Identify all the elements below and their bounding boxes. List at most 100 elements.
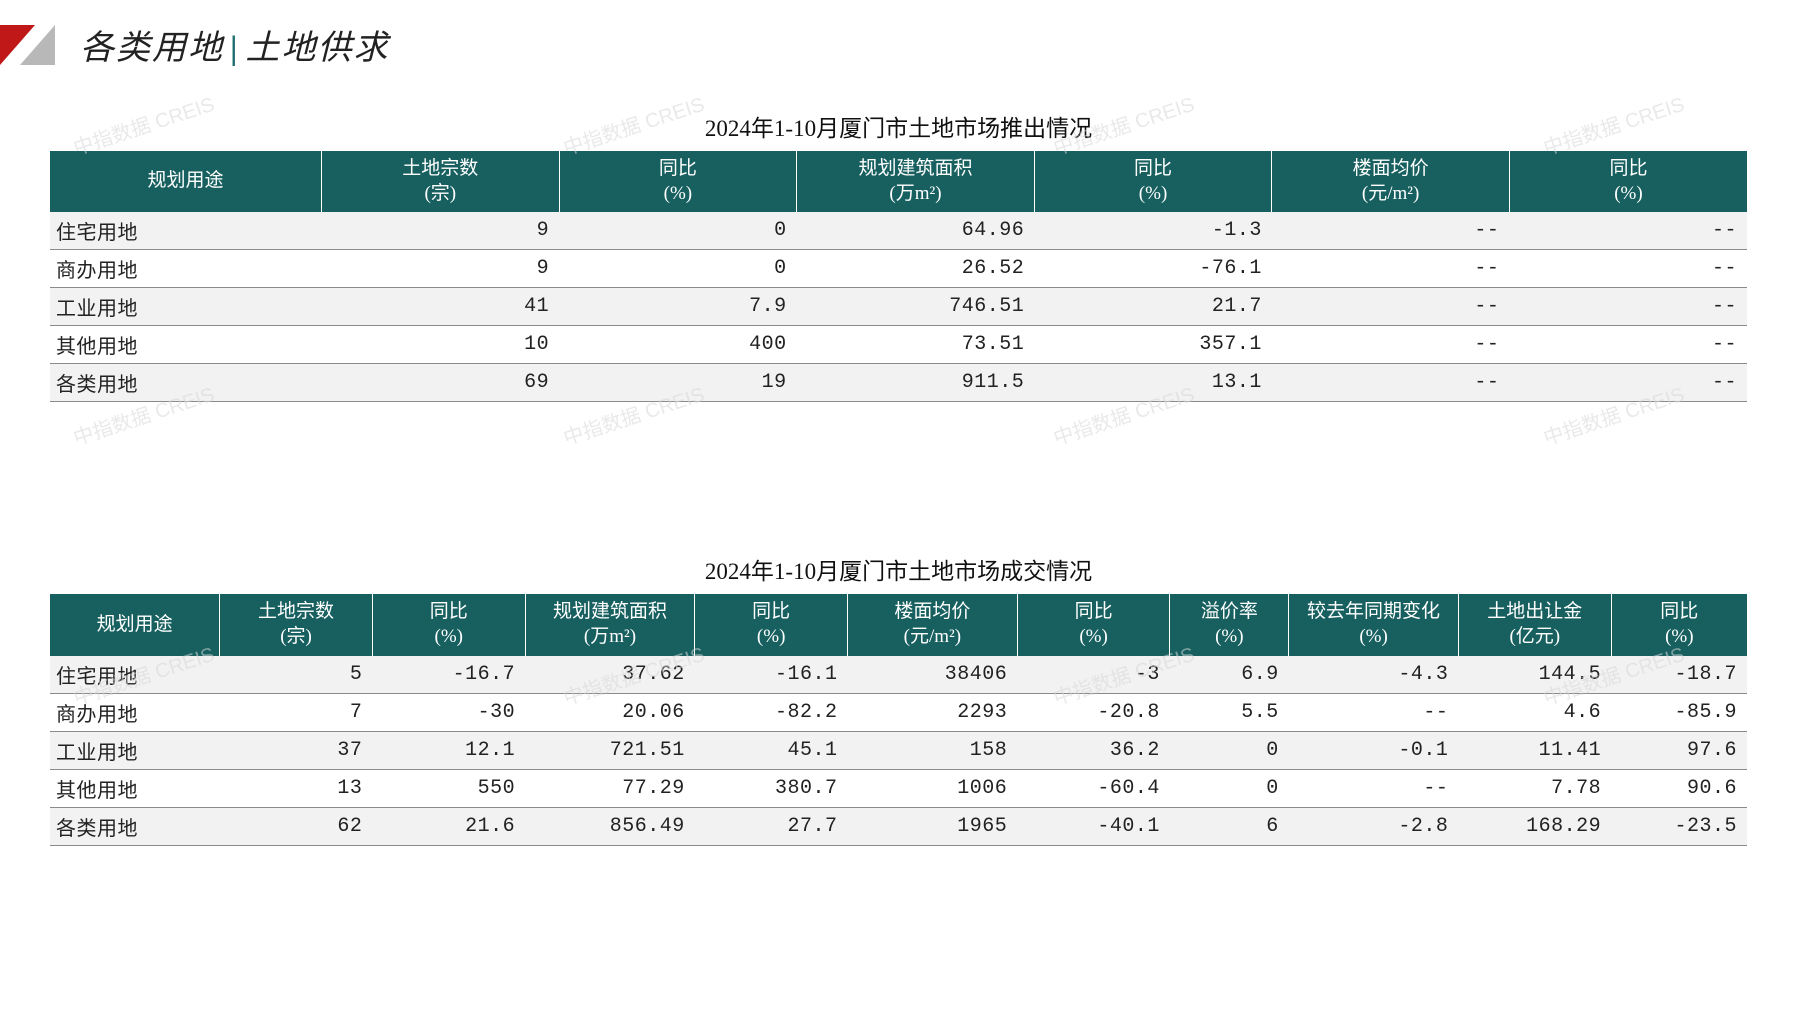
table1-cell: -- (1509, 364, 1747, 402)
table2-cell: 90.6 (1611, 769, 1747, 807)
table1-header-cell: 同比(%) (1034, 151, 1272, 212)
table1-header-cell: 楼面均价(元/m²) (1272, 151, 1510, 212)
table2-cell: 0 (1170, 769, 1289, 807)
table1-cell: 工业用地 (50, 288, 322, 326)
table2-cell: 13 (220, 769, 373, 807)
table2-cell: 4.6 (1458, 693, 1611, 731)
table2-cell: -18.7 (1611, 656, 1747, 694)
table1-cell: 69 (322, 364, 560, 402)
table2: 规划用途土地宗数(宗)同比(%)规划建筑面积(万m²)同比(%)楼面均价(元/m… (50, 594, 1747, 845)
table1-row: 各类用地6919911.513.1---- (50, 364, 1747, 402)
table2-cell: 77.29 (525, 769, 695, 807)
table2-cell: 144.5 (1458, 656, 1611, 694)
table2-cell: 45.1 (695, 731, 848, 769)
table1-cell: 0 (559, 212, 797, 250)
table2-cell: 38406 (848, 656, 1018, 694)
table1-cell: 0 (559, 250, 797, 288)
table2-cell: 550 (372, 769, 525, 807)
table1-cell: -76.1 (1034, 250, 1272, 288)
table1-row: 住宅用地9064.96-1.3---- (50, 212, 1747, 250)
title-right: 土地供求 (246, 30, 390, 67)
table1-cell: 各类用地 (50, 364, 322, 402)
table1-row: 商办用地9026.52-76.1---- (50, 250, 1747, 288)
table1-cell: 21.7 (1034, 288, 1272, 326)
table1-header-cell: 同比(%) (1509, 151, 1747, 212)
table2-cell: 20.06 (525, 693, 695, 731)
table2-row: 工业用地3712.1721.5145.115836.20-0.111.4197.… (50, 731, 1747, 769)
table2-cell: 1965 (848, 807, 1018, 845)
table1-cell: 13.1 (1034, 364, 1272, 402)
table2-cell: 5 (220, 656, 373, 694)
table2-cell: -- (1289, 693, 1459, 731)
table2-cell: 856.49 (525, 807, 695, 845)
table1-cell: -- (1272, 326, 1510, 364)
table2-cell: 21.6 (372, 807, 525, 845)
table1-cell: 41 (322, 288, 560, 326)
table2-cell: -3 (1017, 656, 1170, 694)
table2-cell: -30 (372, 693, 525, 731)
table1-header-cell: 规划建筑面积(万m²) (797, 151, 1035, 212)
table2-cell: -0.1 (1289, 731, 1459, 769)
table1-cell: 400 (559, 326, 797, 364)
table1-cell: -- (1509, 212, 1747, 250)
table2-header-cell: 规划用途 (50, 594, 220, 655)
table2-header-cell: 土地宗数(宗) (220, 594, 373, 655)
table2-cell: 6 (1170, 807, 1289, 845)
table1-cell: 10 (322, 326, 560, 364)
table2-cell: -2.8 (1289, 807, 1459, 845)
content-area: 2024年1-10月厦门市土地市场推出情况 规划用途土地宗数(宗)同比(%)规划… (0, 69, 1797, 846)
table1-cell: 住宅用地 (50, 212, 322, 250)
table2-header-cell: 较去年同期变化(%) (1289, 594, 1459, 655)
table2-header-cell: 溢价率(%) (1170, 594, 1289, 655)
table1-cell: 357.1 (1034, 326, 1272, 364)
table2-cell: -23.5 (1611, 807, 1747, 845)
table1-title: 2024年1-10月厦门市土地市场推出情况 (50, 109, 1747, 143)
table2-header-cell: 同比(%) (1611, 594, 1747, 655)
table1-cell: 9 (322, 250, 560, 288)
table2-header-row: 规划用途土地宗数(宗)同比(%)规划建筑面积(万m²)同比(%)楼面均价(元/m… (50, 594, 1747, 655)
table1-cell: 911.5 (797, 364, 1035, 402)
logo-icon (0, 25, 70, 65)
table1-row: 工业用地417.9746.5121.7---- (50, 288, 1747, 326)
table1-cell: 64.96 (797, 212, 1035, 250)
table1-cell: -- (1509, 326, 1747, 364)
table1-cell: 26.52 (797, 250, 1035, 288)
table2-cell: 商办用地 (50, 693, 220, 731)
table1-cell: -- (1272, 364, 1510, 402)
table1-cell: 746.51 (797, 288, 1035, 326)
table2-header-cell: 土地出让金(亿元) (1458, 594, 1611, 655)
table2-row: 住宅用地5-16.737.62-16.138406-36.9-4.3144.5-… (50, 656, 1747, 694)
page-header: 各类用地|土地供求 (0, 0, 1797, 69)
table1-row: 其他用地1040073.51357.1---- (50, 326, 1747, 364)
table2-cell: 各类用地 (50, 807, 220, 845)
table2-row: 商办用地7-3020.06-82.22293-20.85.5--4.6-85.9 (50, 693, 1747, 731)
table2-cell: 27.7 (695, 807, 848, 845)
table2-header-cell: 同比(%) (695, 594, 848, 655)
table2-cell: 其他用地 (50, 769, 220, 807)
table2-cell: 168.29 (1458, 807, 1611, 845)
table2-cell: 36.2 (1017, 731, 1170, 769)
table1-header-cell: 规划用途 (50, 151, 322, 212)
table2-cell: 158 (848, 731, 1018, 769)
table2-cell: 380.7 (695, 769, 848, 807)
table2-title: 2024年1-10月厦门市土地市场成交情况 (50, 552, 1747, 586)
table1-cell: 9 (322, 212, 560, 250)
table1-header-cell: 土地宗数(宗) (322, 151, 560, 212)
table2-cell: -16.1 (695, 656, 848, 694)
table2-cell: -- (1289, 769, 1459, 807)
table1-cell: 其他用地 (50, 326, 322, 364)
table2-cell: 62 (220, 807, 373, 845)
table2-cell: 2293 (848, 693, 1018, 731)
table2-cell: 5.5 (1170, 693, 1289, 731)
table2-header-cell: 同比(%) (372, 594, 525, 655)
title-left: 各类用地 (80, 30, 224, 67)
table1-header-row: 规划用途土地宗数(宗)同比(%)规划建筑面积(万m²)同比(%)楼面均价(元/m… (50, 151, 1747, 212)
table2-cell: 0 (1170, 731, 1289, 769)
table1-cell: -- (1272, 212, 1510, 250)
table2-cell: 1006 (848, 769, 1018, 807)
table1-cell: -- (1509, 288, 1747, 326)
table2-header-cell: 同比(%) (1017, 594, 1170, 655)
table1: 规划用途土地宗数(宗)同比(%)规划建筑面积(万m²)同比(%)楼面均价(元/m… (50, 151, 1747, 402)
table2-header-cell: 规划建筑面积(万m²) (525, 594, 695, 655)
table2-cell: 6.9 (1170, 656, 1289, 694)
